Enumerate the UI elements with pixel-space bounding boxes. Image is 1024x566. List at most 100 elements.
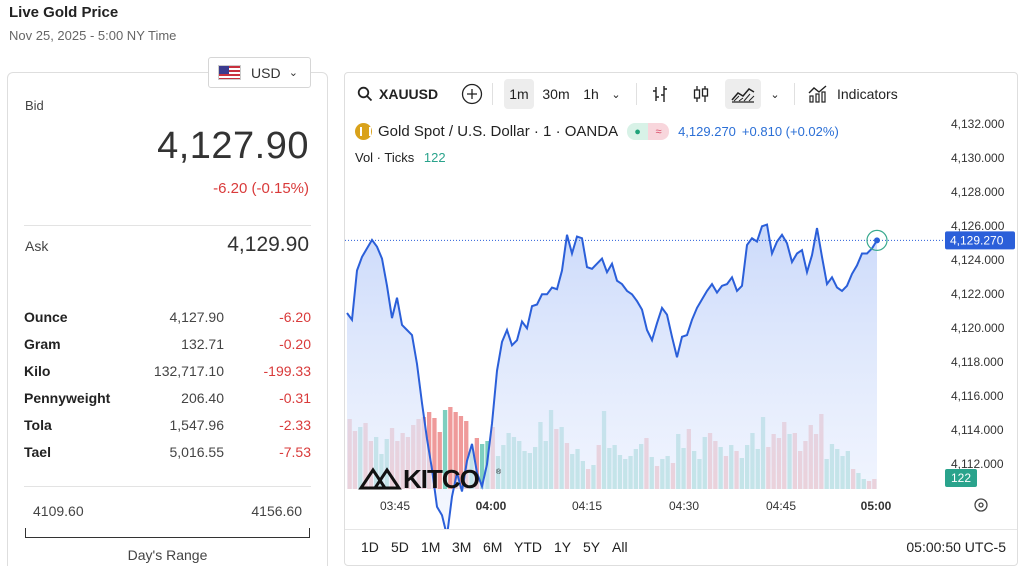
- search-icon: [357, 86, 373, 102]
- bar-chart-button[interactable]: [647, 79, 673, 109]
- y-tick-label: 4,116.000: [951, 389, 1004, 403]
- volume-legend: Vol · Ticks 122: [355, 150, 446, 165]
- unit-row-ounce: Ounce 4,127.90 -6.20: [24, 303, 311, 330]
- volume-bar: [458, 416, 464, 489]
- unit-change: -0.20: [279, 335, 311, 352]
- unit-row-kilo: Kilo 132,717.10 -199.33: [24, 357, 311, 384]
- range-ytd[interactable]: YTD: [514, 539, 542, 555]
- unit-name: Kilo: [24, 362, 51, 379]
- symbol-search-button[interactable]: XAUUSD: [357, 79, 438, 109]
- range-3m[interactable]: 3M: [452, 539, 472, 555]
- unit-value: 1,547.96: [169, 416, 225, 433]
- unit-value: 132.71: [181, 335, 224, 352]
- interval-dropdown[interactable]: ⌄: [609, 79, 623, 109]
- current-price-ring: [866, 229, 888, 252]
- x-tick-label: 03:45: [380, 499, 410, 513]
- indicators-button[interactable]: Indicators: [807, 79, 898, 109]
- volume-bar: [448, 407, 453, 489]
- chart-toolbar: XAUUSD 1m 30m 1h ⌄: [345, 73, 1017, 115]
- compare-button[interactable]: [460, 79, 484, 109]
- price-panel: Bid 4,127.90 -6.20 (-0.15%) Ask 4,129.90…: [7, 72, 328, 566]
- us-flag-icon: [218, 65, 241, 80]
- currency-code: USD: [251, 64, 281, 81]
- price-chart[interactable]: 4,132.0004,130.0004,128.0004,126.0004,12…: [345, 115, 1018, 529]
- x-tick-label: 04:00: [476, 499, 507, 513]
- unit-value: 206.40: [181, 389, 224, 406]
- range-1y[interactable]: 1Y: [554, 539, 572, 555]
- volume-legend-value: 122: [423, 150, 446, 165]
- range-6m[interactable]: 6M: [483, 539, 503, 555]
- unit-change: -2.33: [279, 416, 311, 433]
- candles-button[interactable]: [688, 79, 714, 109]
- days-range-high: 4156.60: [251, 503, 302, 519]
- unit-change: -0.31: [279, 389, 311, 406]
- range-5d[interactable]: 5D: [391, 539, 409, 555]
- unit-name: Pennyweight: [24, 389, 111, 406]
- ohlc-bars-icon: [653, 86, 667, 102]
- toolbar-separator: [492, 83, 493, 105]
- interval-1h[interactable]: 1h: [583, 86, 599, 102]
- unit-row-pennyweight: Pennyweight 206.40 -0.31: [24, 384, 311, 411]
- volume-bar: [437, 432, 442, 489]
- x-tick-label: 04:30: [669, 499, 699, 513]
- unit-value: 4,127.90: [169, 308, 225, 325]
- area-chart-icon: [731, 88, 755, 103]
- market-open-icon: ●: [627, 123, 649, 140]
- range-all[interactable]: All: [612, 539, 628, 555]
- legend-price: 4,129.270: [678, 124, 736, 139]
- current-price-label: 4,129.270: [950, 233, 1004, 247]
- chevron-down-icon: ⌄: [288, 67, 298, 79]
- volume-badge-label: 122: [951, 471, 971, 485]
- unit-row-tola: Tola 1,547.96 -2.33: [24, 411, 311, 438]
- x-tick-label: 05:00: [861, 499, 892, 513]
- range-1d[interactable]: 1D: [361, 539, 379, 555]
- plus-circle-icon: [461, 83, 483, 105]
- unit-name: Ounce: [24, 308, 68, 325]
- delayed-data-icon: ≈: [648, 123, 670, 140]
- days-range-caption: Day's Range: [127, 547, 208, 563]
- indicators-icon: [808, 85, 827, 103]
- current-price-badge: [945, 231, 1015, 250]
- unit-change: -7.53: [279, 443, 311, 460]
- unit-name: Tael: [24, 443, 51, 460]
- volume-badge: [945, 469, 977, 487]
- chart-type-dropdown[interactable]: ⌄: [768, 79, 782, 109]
- chart-settings-icon[interactable]: [974, 498, 988, 512]
- kitco-logo: KITCO ®: [358, 464, 502, 494]
- current-price-dot: [874, 237, 880, 244]
- timezone-clock[interactable]: 05:00:50 UTC-5: [906, 539, 1006, 555]
- y-tick-label: 4,128.000: [951, 185, 1005, 199]
- x-tick-label: 04:15: [572, 499, 602, 513]
- unit-value: 5,016.55: [169, 443, 225, 460]
- volume-bar: [432, 418, 437, 489]
- volume-bar: [464, 421, 469, 489]
- range-5y[interactable]: 5Y: [583, 539, 601, 555]
- gold-symbol-icon: [355, 123, 372, 140]
- unit-name: Tola: [24, 416, 52, 433]
- area-chart-button[interactable]: [725, 79, 761, 109]
- toolbar-separator: [636, 83, 637, 105]
- unit-change: -6.20: [279, 308, 311, 325]
- y-tick-label: 4,118.000: [951, 355, 1004, 369]
- legend-change: +0.810 (+0.02%): [741, 124, 839, 139]
- y-tick-label: 4,132.000: [951, 117, 1005, 131]
- unit-change: -199.33: [263, 362, 311, 379]
- y-tick-label: 4,130.000: [951, 151, 1005, 165]
- unit-row-tael: Tael 5,016.55 -7.53: [24, 438, 311, 465]
- unit-row-gram: Gram 132.71 -0.20: [24, 330, 311, 357]
- x-axis-ticks: 03:45 04:00 04:15 04:30 04:45 05:00: [380, 499, 892, 513]
- price-area-fill: [347, 224, 877, 529]
- volume-bar: [442, 410, 448, 489]
- interval-30m[interactable]: 30m: [542, 86, 570, 102]
- range-bar: 1D 5D 1M 3M 6M YTD 1Y 5Y All 05:00:50 UT…: [345, 529, 1017, 565]
- registered-mark: ®: [496, 468, 502, 476]
- y-tick-label: 4,120.000: [951, 321, 1005, 335]
- range-1m[interactable]: 1M: [421, 539, 441, 555]
- x-tick-label: 04:45: [766, 499, 796, 513]
- volume-bar: [474, 438, 479, 489]
- interval-1m[interactable]: 1m: [504, 79, 534, 109]
- y-tick-label: 4,124.000: [951, 253, 1005, 267]
- y-tick-label: 4,126.000: [951, 219, 1005, 233]
- currency-select[interactable]: USD ⌄: [208, 57, 311, 88]
- page-subtitle: Nov 25, 2025 - 5:00 NY Time: [9, 28, 177, 43]
